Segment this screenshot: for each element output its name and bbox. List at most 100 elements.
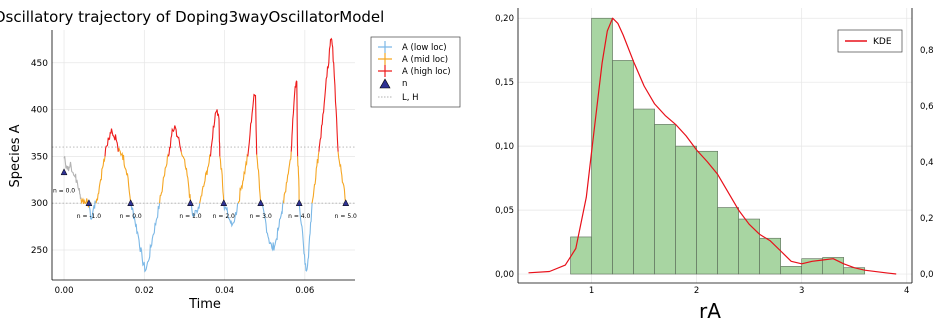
n-label: n = 1.0 <box>179 213 201 220</box>
histogram-bar <box>633 108 655 275</box>
n-label: n = 0.0 <box>120 213 142 220</box>
histogram-bars <box>570 17 866 275</box>
y-tick-label: 400 <box>31 106 48 116</box>
histogram-bar <box>780 266 802 275</box>
histogram-bar <box>570 236 592 275</box>
n-label: n = 4.0 <box>288 213 310 220</box>
series-segment <box>180 151 192 204</box>
series-lines <box>63 37 347 273</box>
legend-label-LH: L, H <box>402 93 419 103</box>
series-segment <box>190 202 201 218</box>
series-segment <box>223 202 239 228</box>
histogram-bar <box>717 207 739 275</box>
axes <box>51 30 355 281</box>
x-tick-label: 3 <box>799 286 804 296</box>
y2-tick-label: 0,6 <box>920 102 934 112</box>
histogram-bar <box>591 17 613 275</box>
kde-line <box>528 17 897 275</box>
series-segment <box>104 128 119 157</box>
histogram-chart: 1 2 3 40,000,050,100,150,200,00,20,40,60,8 … <box>495 8 934 320</box>
y2-tick-label: 0,2 <box>920 214 934 224</box>
legend-label-n: n <box>402 79 407 89</box>
legend-swatch-high <box>378 65 392 77</box>
legend: A (low loc) A (mid loc) A (high loc) n L… <box>370 36 461 108</box>
legend-label-kde: KDE <box>873 37 892 47</box>
n-marker <box>342 199 350 206</box>
histogram-bar <box>654 124 676 275</box>
n-label: n = 2.0 <box>213 213 235 220</box>
trajectory-chart: Oscillatory trajectory of Doping3wayOsci… <box>0 8 461 312</box>
series-segment <box>290 80 299 157</box>
series-segment <box>95 156 106 204</box>
y-tick-label: 0,20 <box>495 14 514 24</box>
legend-triangle-icon <box>379 78 391 89</box>
y-tick-label: 0,05 <box>495 206 514 216</box>
series-segment <box>63 156 82 200</box>
y-tick-label: 300 <box>31 199 48 209</box>
series-segment <box>256 154 262 204</box>
histogram-bar <box>612 60 634 275</box>
series-segment <box>297 156 300 204</box>
series-segment <box>88 200 97 220</box>
y-tick-label: 0,15 <box>495 78 514 88</box>
x-tick-label: 0.02 <box>135 286 154 296</box>
series-segment <box>337 151 347 204</box>
tick-labels: 0.00 0.02 0.04 0.06 250 300 350 400 450 <box>31 59 314 296</box>
series-segment <box>260 199 285 252</box>
series-segment <box>311 151 320 204</box>
x-tick-label: 0.04 <box>215 286 234 296</box>
x-axis-label: rA <box>699 299 721 320</box>
n-marker <box>295 199 303 206</box>
y-tick-label: 0,10 <box>495 142 514 152</box>
n-marker <box>85 199 93 206</box>
x-axis-label: Time <box>188 297 221 312</box>
series-segment <box>199 154 212 204</box>
tick-labels: 1 2 3 4 0,00 0,05 0,10 0,15 0,20 0,0 0,2 0,4 0,6 0,8 <box>495 14 933 296</box>
legend: KDE <box>837 29 903 53</box>
series-segment <box>298 203 313 272</box>
x-tick-label: 2 <box>694 286 699 296</box>
legend-box <box>837 29 903 53</box>
series-segment <box>237 153 249 204</box>
legend-item-mid: A (mid loc) <box>378 53 448 65</box>
x-tick-label: 1 <box>589 286 594 296</box>
legend-item-n: n <box>379 78 407 89</box>
series-segment <box>209 109 221 157</box>
x-tick-label: 0.06 <box>295 286 314 296</box>
histogram-bar <box>843 267 866 275</box>
legend-item-LH: L, H <box>378 93 419 103</box>
series-segment <box>283 151 292 204</box>
series-segment <box>130 203 161 273</box>
x-tick-label: 0.00 <box>55 286 74 296</box>
y-tick-label: 450 <box>31 59 48 69</box>
y2-tick-label: 0,0 <box>920 270 934 280</box>
n-label: n = 5.0 <box>335 213 357 220</box>
y-tick-label: 0,00 <box>495 270 514 280</box>
histogram-bar <box>738 218 760 275</box>
legend-label-mid: A (mid loc) <box>402 55 448 65</box>
n-label: n = 3.0 <box>250 213 272 220</box>
y2-tick-label: 0,4 <box>920 158 934 168</box>
n-marker <box>127 199 135 206</box>
series-segment <box>159 153 169 204</box>
legend-label-high: A (high loc) <box>402 67 451 77</box>
chart-title: Oscillatory trajectory of Doping3wayOsci… <box>0 8 384 26</box>
series-segment <box>219 156 225 204</box>
series-segment <box>117 147 132 204</box>
n-label: n = -1.0 <box>77 213 102 220</box>
n-label: n = 0.0 <box>53 187 75 194</box>
legend-swatch-mid <box>378 53 392 65</box>
n-markers: n = 0.0 n = -1.0 n = 0.0 n = 1.0 n = 2.0 n = … <box>53 168 357 220</box>
series-segment <box>167 125 182 157</box>
histogram-bar <box>759 237 781 275</box>
n-marker <box>220 199 228 206</box>
threshold-lines <box>52 146 355 204</box>
kde-curve <box>528 17 897 275</box>
series-segment <box>247 93 258 157</box>
n-marker <box>60 168 68 176</box>
histogram-bar <box>675 145 697 275</box>
axes <box>517 8 913 284</box>
legend-box <box>370 36 461 108</box>
legend-label-low: A (low loc) <box>402 43 447 53</box>
